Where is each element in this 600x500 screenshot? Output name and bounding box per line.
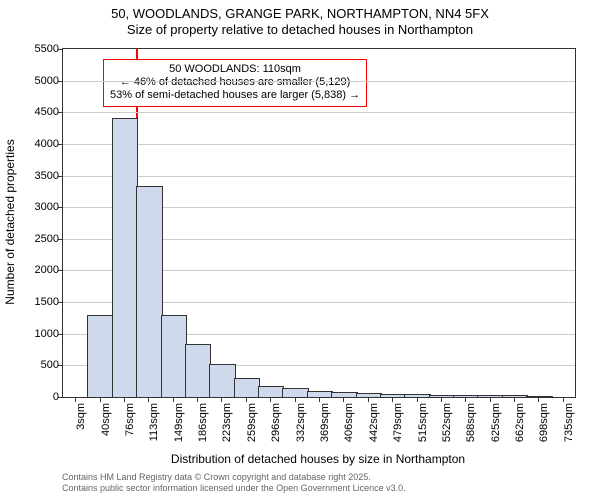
ytick-label: 3000	[35, 201, 63, 213]
bar	[453, 395, 479, 397]
chart-title: 50, WOODLANDS, GRANGE PARK, NORTHAMPTON,…	[0, 6, 600, 37]
xtick-mark	[490, 397, 491, 402]
ytick-label: 2000	[35, 264, 63, 276]
xtick-mark	[563, 397, 564, 402]
bar	[161, 315, 187, 397]
footer-text: Contains HM Land Registry data © Crown c…	[62, 472, 600, 494]
ytick-label: 5500	[35, 43, 63, 55]
ytick-label: 0	[53, 391, 63, 403]
bar	[526, 396, 552, 398]
grid-line	[63, 176, 575, 177]
xtick-mark	[319, 397, 320, 402]
xtick-mark	[124, 397, 125, 402]
callout-line-2: ← 46% of detached houses are smaller (5,…	[110, 76, 360, 89]
xtick-mark	[368, 397, 369, 402]
y-axis-label: Number of detached properties	[3, 139, 17, 304]
ytick-label: 5000	[35, 75, 63, 87]
bar	[112, 118, 138, 397]
footer-line-2: Contains public sector information licen…	[62, 483, 600, 494]
xtick-mark	[465, 397, 466, 402]
bar	[356, 393, 382, 397]
bar	[404, 394, 430, 397]
xtick-mark	[514, 397, 515, 402]
chart-container: 50, WOODLANDS, GRANGE PARK, NORTHAMPTON,…	[0, 0, 600, 500]
xtick-mark	[441, 397, 442, 402]
xtick-mark	[343, 397, 344, 402]
footer-line-1: Contains HM Land Registry data © Crown c…	[62, 472, 600, 483]
bar	[429, 395, 455, 397]
ytick-label: 1000	[35, 328, 63, 340]
bar	[136, 186, 162, 397]
callout-line-3: 53% of semi-detached houses are larger (…	[110, 89, 360, 102]
x-axis-label: Distribution of detached houses by size …	[62, 452, 574, 466]
ytick-label: 1500	[35, 296, 63, 308]
grid-line	[63, 144, 575, 145]
xtick-mark	[75, 397, 76, 402]
bar	[87, 315, 113, 397]
bar	[331, 392, 357, 397]
xtick-mark	[100, 397, 101, 402]
callout-line-1: 50 WOODLANDS: 110sqm	[110, 63, 360, 76]
xtick-mark	[417, 397, 418, 402]
bar	[282, 388, 308, 397]
title-line-1: 50, WOODLANDS, GRANGE PARK, NORTHAMPTON,…	[0, 6, 600, 22]
ytick-label: 3500	[35, 170, 63, 182]
ytick-label: 4500	[35, 106, 63, 118]
bar	[234, 378, 260, 397]
grid-line	[63, 112, 575, 113]
bar	[185, 344, 211, 397]
ytick-label: 2500	[35, 233, 63, 245]
grid-line	[63, 81, 575, 82]
xtick-mark	[221, 397, 222, 402]
bar	[209, 364, 235, 397]
xtick-mark	[173, 397, 174, 402]
callout-box: 50 WOODLANDS: 110sqm ← 46% of detached h…	[103, 59, 367, 107]
title-line-2: Size of property relative to detached ho…	[0, 22, 600, 38]
plot-area: 50 WOODLANDS: 110sqm ← 46% of detached h…	[62, 48, 576, 398]
xtick-mark	[246, 397, 247, 402]
xtick-mark	[392, 397, 393, 402]
xtick-mark	[148, 397, 149, 402]
xtick-mark	[270, 397, 271, 402]
xtick-mark	[295, 397, 296, 402]
xtick-mark	[197, 397, 198, 402]
bar	[258, 386, 284, 397]
ytick-label: 500	[41, 359, 63, 371]
xtick-mark	[538, 397, 539, 402]
bar	[477, 395, 503, 397]
ytick-label: 4000	[35, 138, 63, 150]
